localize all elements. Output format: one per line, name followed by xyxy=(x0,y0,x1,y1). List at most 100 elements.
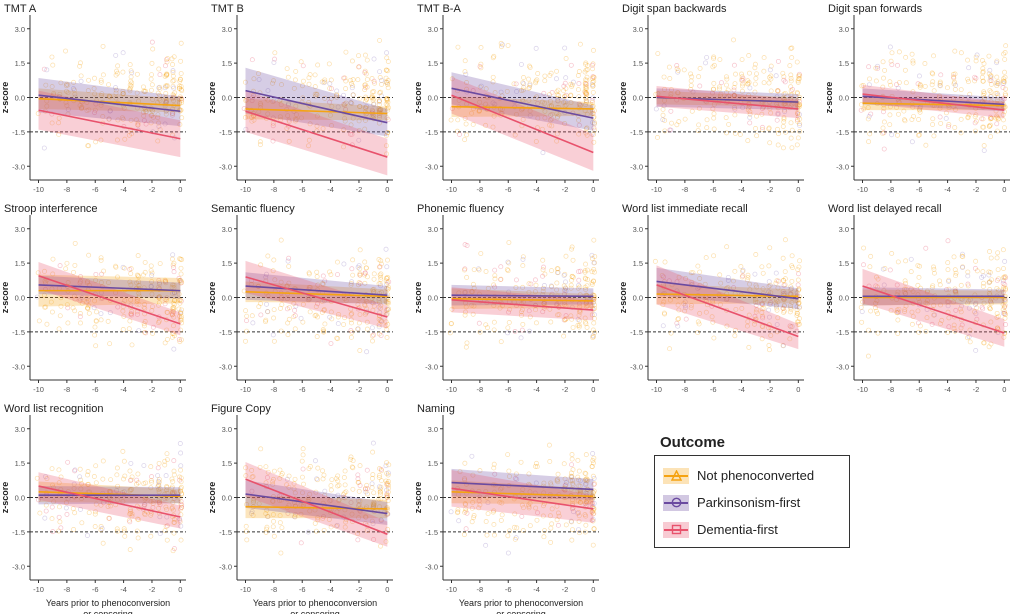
observation-point xyxy=(279,82,284,88)
observation-point xyxy=(731,92,737,98)
observation-point xyxy=(478,44,484,50)
x-tick-label: -8 xyxy=(682,185,689,194)
observation-point xyxy=(78,73,84,79)
observation-point xyxy=(164,57,169,63)
observation-point xyxy=(661,103,667,109)
observation-point xyxy=(91,474,97,479)
observation-point xyxy=(797,116,803,122)
panel-stroop-interference: Stroop interference-3.0-1.50.01.53.0-10-… xyxy=(0,203,186,394)
observation-point xyxy=(973,348,979,353)
observation-point xyxy=(731,93,737,98)
observation-point xyxy=(896,111,901,117)
x-tick-label: -2 xyxy=(356,185,363,194)
observation-point xyxy=(718,91,724,97)
observation-point xyxy=(747,120,753,126)
observation-point xyxy=(520,80,526,86)
observation-point xyxy=(469,453,475,459)
observation-point xyxy=(369,325,375,331)
observation-point xyxy=(782,79,788,85)
observation-point xyxy=(518,61,524,67)
observation-point xyxy=(867,264,873,270)
observation-point xyxy=(917,107,923,113)
observation-point xyxy=(505,330,511,336)
observation-point xyxy=(270,99,276,104)
observation-point xyxy=(270,120,276,126)
observation-point xyxy=(1001,51,1007,57)
observation-point xyxy=(554,68,560,74)
observation-point xyxy=(105,318,111,324)
observation-point xyxy=(148,87,154,93)
observation-point xyxy=(988,75,994,81)
observation-point xyxy=(774,117,780,123)
observation-point xyxy=(335,272,340,278)
observation-point xyxy=(150,97,156,102)
observation-point xyxy=(370,97,376,103)
observation-point xyxy=(362,87,368,93)
observation-point xyxy=(577,103,583,109)
observation-point xyxy=(329,103,335,109)
observation-point xyxy=(249,118,255,124)
observation-point xyxy=(988,78,994,84)
observation-point xyxy=(126,326,132,332)
observation-point xyxy=(265,253,271,259)
observation-point xyxy=(350,486,356,492)
x-tick-label: -10 xyxy=(857,385,868,394)
observation-point xyxy=(177,83,182,89)
observation-point xyxy=(1000,95,1006,101)
observation-point xyxy=(93,271,99,277)
observation-point xyxy=(575,457,581,463)
observation-point xyxy=(938,120,944,126)
observation-point xyxy=(448,509,454,515)
observation-point xyxy=(77,466,83,472)
observation-point xyxy=(142,259,148,265)
observation-point xyxy=(334,92,340,98)
observation-point xyxy=(63,83,69,89)
observation-point xyxy=(385,59,391,64)
observation-point xyxy=(591,139,597,145)
observation-point xyxy=(362,52,368,58)
observation-point xyxy=(79,104,85,110)
observation-point xyxy=(563,86,569,91)
observation-point xyxy=(334,88,340,94)
observation-point xyxy=(170,112,175,118)
observation-point xyxy=(796,102,802,108)
observation-point xyxy=(343,49,349,55)
observation-point xyxy=(548,112,554,118)
observation-point xyxy=(326,61,332,67)
legend-item-dementia-first: Dementia-first xyxy=(663,516,841,543)
observation-point xyxy=(342,116,348,121)
observation-point xyxy=(79,106,84,112)
observation-point xyxy=(462,58,468,64)
observation-point xyxy=(526,76,531,82)
y-tick-label: 1.5 xyxy=(839,259,849,268)
observation-point xyxy=(84,533,90,538)
observation-point xyxy=(526,63,532,69)
observation-point xyxy=(881,119,887,125)
observation-point xyxy=(711,126,717,132)
observation-point xyxy=(306,137,312,143)
observation-point xyxy=(128,83,134,89)
observation-point xyxy=(506,468,512,474)
y-axis-label: z-score xyxy=(207,482,217,514)
observation-point xyxy=(93,139,99,145)
observation-point xyxy=(383,246,389,252)
observation-point xyxy=(271,338,277,344)
observation-point xyxy=(57,519,63,525)
observation-point xyxy=(520,117,526,122)
observation-point xyxy=(384,335,390,340)
observation-point xyxy=(760,124,765,130)
observation-point xyxy=(576,69,582,74)
observation-point xyxy=(172,90,178,96)
observation-point xyxy=(660,112,666,118)
observation-point xyxy=(376,102,382,107)
observation-point xyxy=(92,75,97,81)
observation-point xyxy=(92,107,98,113)
observation-point xyxy=(1001,125,1007,131)
observation-point xyxy=(98,137,104,143)
observation-point xyxy=(794,117,800,122)
observation-point xyxy=(668,108,674,114)
observation-point xyxy=(106,82,112,88)
observation-point xyxy=(908,256,914,262)
observation-point xyxy=(582,81,588,87)
y-tick-label: 1.5 xyxy=(839,59,849,68)
